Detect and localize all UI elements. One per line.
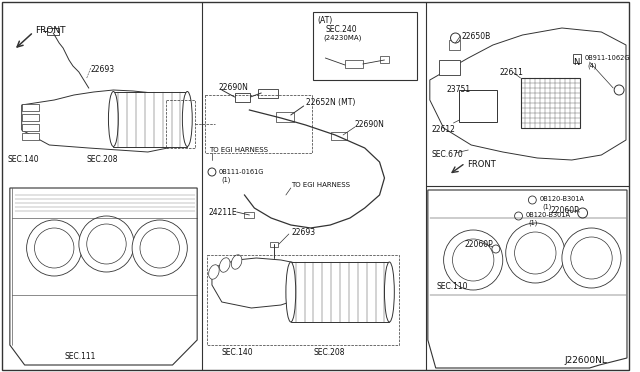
Text: (AT): (AT) <box>317 16 333 25</box>
Polygon shape <box>10 188 197 365</box>
Circle shape <box>35 228 74 268</box>
Ellipse shape <box>231 255 242 269</box>
Polygon shape <box>22 90 173 152</box>
Circle shape <box>132 220 188 276</box>
Text: N: N <box>573 58 580 67</box>
Text: J22600NL: J22600NL <box>565 356 608 365</box>
Text: TO EGI HARNESS: TO EGI HARNESS <box>209 147 268 153</box>
Text: 22650B: 22650B <box>461 32 491 41</box>
Circle shape <box>79 216 134 272</box>
Ellipse shape <box>209 265 220 279</box>
Polygon shape <box>428 190 627 368</box>
Circle shape <box>444 230 503 290</box>
Bar <box>205 95 312 153</box>
Bar <box>314 12 417 80</box>
Ellipse shape <box>286 262 296 322</box>
Text: TO EGI HARNESS: TO EGI HARNESS <box>291 182 350 188</box>
Bar <box>166 100 195 148</box>
Bar <box>291 262 389 322</box>
Text: SEC.208: SEC.208 <box>314 348 345 357</box>
Text: SEC.208: SEC.208 <box>87 155 118 164</box>
Circle shape <box>529 196 536 204</box>
Circle shape <box>208 168 216 176</box>
Text: SEC.240: SEC.240 <box>325 25 357 34</box>
Text: SEC.111: SEC.111 <box>64 352 95 361</box>
Bar <box>22 133 40 140</box>
Bar <box>47 28 59 35</box>
Text: 22652N (MT): 22652N (MT) <box>306 98 355 107</box>
Circle shape <box>614 85 624 95</box>
Text: 22060P: 22060P <box>550 206 579 215</box>
Circle shape <box>515 212 522 220</box>
Text: 0B111-0161G: 0B111-0161G <box>219 169 264 175</box>
Text: 22690N: 22690N <box>355 120 385 129</box>
Text: (4): (4) <box>588 62 597 68</box>
Bar <box>449 40 460 50</box>
Bar <box>113 92 188 147</box>
Text: SEC.140: SEC.140 <box>8 155 40 164</box>
Bar <box>22 114 40 121</box>
Text: (1): (1) <box>222 176 231 183</box>
Text: 0B911-1062G: 0B911-1062G <box>584 55 630 61</box>
Text: 22693: 22693 <box>91 65 115 74</box>
Text: SEC.110: SEC.110 <box>436 282 468 291</box>
Circle shape <box>140 228 179 268</box>
Bar <box>460 90 497 122</box>
Circle shape <box>562 228 621 288</box>
Text: 22690N: 22690N <box>219 83 249 92</box>
Bar <box>380 56 389 63</box>
Text: (1): (1) <box>529 219 538 225</box>
Text: 22612: 22612 <box>432 125 456 134</box>
Text: FRONT: FRONT <box>35 26 66 35</box>
Ellipse shape <box>220 258 230 272</box>
Text: 0B120-B301A: 0B120-B301A <box>540 196 584 202</box>
Text: SEC.140: SEC.140 <box>222 348 253 357</box>
Bar <box>244 212 254 218</box>
Bar <box>345 60 363 68</box>
Text: 23751: 23751 <box>447 85 470 94</box>
Ellipse shape <box>108 92 118 147</box>
Bar <box>332 132 347 140</box>
Text: FRONT: FRONT <box>467 160 496 169</box>
Bar <box>573 54 580 63</box>
Text: 22611: 22611 <box>500 68 524 77</box>
Circle shape <box>506 223 565 283</box>
Circle shape <box>515 232 556 274</box>
Circle shape <box>492 245 500 253</box>
Circle shape <box>451 33 460 43</box>
Text: (24230MA): (24230MA) <box>323 34 362 41</box>
Text: (1): (1) <box>542 203 552 209</box>
Bar <box>276 112 294 122</box>
Text: 22693: 22693 <box>292 228 316 237</box>
Bar <box>270 242 278 247</box>
Bar <box>259 89 278 98</box>
Bar <box>235 93 250 102</box>
Circle shape <box>571 237 612 279</box>
Text: 0B120-B301A: 0B120-B301A <box>525 212 570 218</box>
Bar <box>520 78 580 128</box>
Bar <box>207 255 399 345</box>
Text: 22060P: 22060P <box>465 240 493 249</box>
Polygon shape <box>212 258 321 308</box>
Circle shape <box>578 208 588 218</box>
Bar <box>22 104 40 111</box>
Bar <box>438 60 460 75</box>
Circle shape <box>27 220 82 276</box>
Circle shape <box>452 239 494 281</box>
Bar <box>22 124 40 131</box>
Ellipse shape <box>385 262 394 322</box>
Text: SEC.670: SEC.670 <box>432 150 463 159</box>
Circle shape <box>87 224 126 264</box>
Ellipse shape <box>182 92 192 147</box>
Polygon shape <box>430 28 626 160</box>
Text: 24211E: 24211E <box>209 208 237 217</box>
